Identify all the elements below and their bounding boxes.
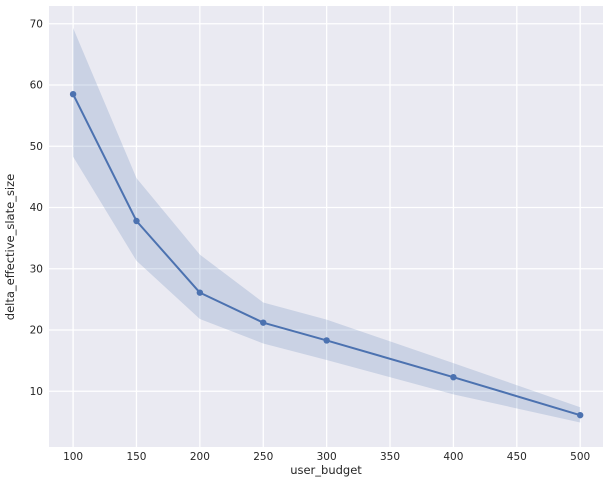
x-tick-label: 150 bbox=[126, 451, 146, 463]
gridlines bbox=[49, 6, 603, 447]
data-point-marker bbox=[69, 91, 77, 98]
data-point-marker bbox=[260, 319, 267, 326]
x-tick-label: 250 bbox=[253, 451, 273, 463]
y-tick-label: 60 bbox=[30, 80, 43, 92]
x-tick-label: 400 bbox=[443, 451, 463, 463]
y-tick-label: 10 bbox=[30, 386, 43, 398]
y-axis-label: delta_effective_slate_size bbox=[3, 174, 17, 320]
x-tick-label: 350 bbox=[380, 451, 400, 463]
y-tick-label: 30 bbox=[30, 263, 43, 275]
x-tick-label: 200 bbox=[190, 451, 210, 463]
y-tick-labels: 10 20 30 40 50 60 70 bbox=[30, 18, 43, 398]
data-points bbox=[69, 91, 584, 419]
x-tick-label: 500 bbox=[570, 451, 590, 463]
x-axis-label: user_budget bbox=[290, 463, 362, 477]
x-tick-label: 450 bbox=[507, 451, 527, 463]
y-tick-label: 50 bbox=[30, 141, 43, 153]
data-point-marker bbox=[576, 411, 584, 419]
y-tick-label: 70 bbox=[30, 18, 43, 30]
data-point-marker bbox=[323, 337, 330, 344]
x-tick-label: 100 bbox=[63, 451, 83, 463]
x-tick-label: 300 bbox=[317, 451, 337, 463]
y-tick-label: 40 bbox=[30, 202, 43, 214]
data-point-marker bbox=[450, 373, 457, 381]
data-point-marker bbox=[133, 217, 140, 225]
x-tick-labels: 100 150 200 250 300 350 400 450 500 bbox=[63, 451, 590, 463]
y-tick-label: 20 bbox=[30, 325, 43, 337]
data-point-marker bbox=[196, 289, 204, 296]
